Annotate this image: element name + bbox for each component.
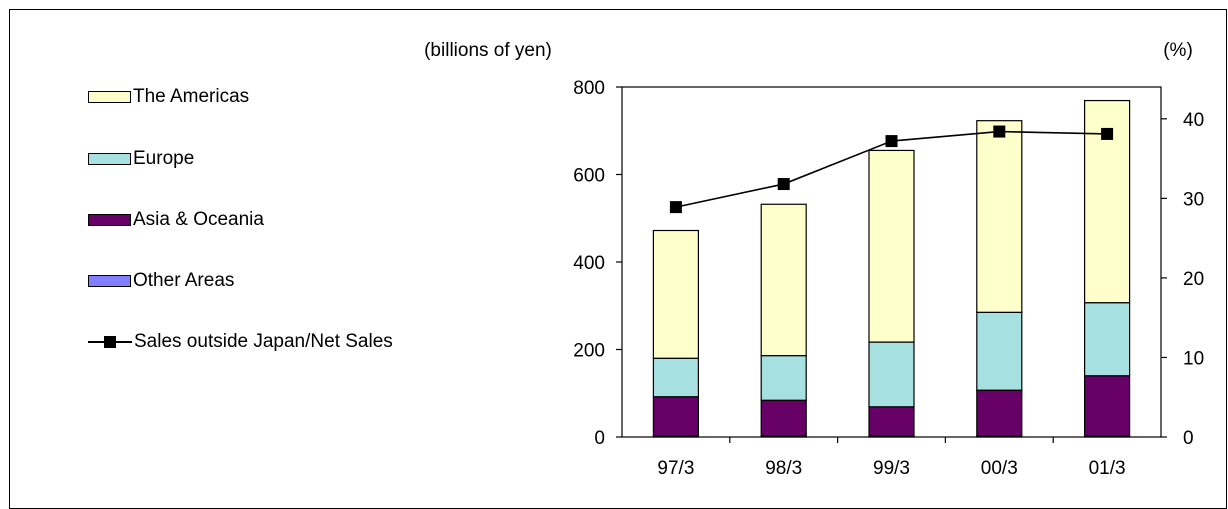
legend-label-asia-oceania: Asia & Oceania [133, 209, 264, 230]
line-point-4 [1101, 127, 1114, 140]
line-point-1 [777, 178, 790, 191]
chart: (billions of yen) (%) 0 200 400 600 800 0 10 20… [424, 40, 1204, 479]
legend-line-marker [88, 335, 132, 349]
bar-europe-4 [1083, 302, 1131, 377]
bar-the-americas-3 [976, 120, 1023, 313]
left-axis-tick-label-0: 0 [594, 428, 605, 449]
legend-label-other-areas: Other Areas [133, 270, 235, 291]
bar-the-americas-2 [868, 149, 915, 343]
legend-swatch-other-areas [88, 275, 131, 287]
legend-swatch-europe [88, 153, 131, 165]
right-axis-tick-label-3: 30 [1183, 189, 1204, 210]
bar-asia-oceania-3 [976, 389, 1023, 437]
legend-item-asia-oceania: Asia & Oceania [88, 209, 264, 231]
legend-label-americas: The Americas [133, 86, 250, 107]
line-point-2 [885, 135, 898, 148]
legend-label-europe: Europe [133, 148, 195, 169]
right-axis-tick-label-0: 0 [1183, 428, 1194, 449]
bar-asia-oceania-0 [652, 396, 700, 437]
left-axis-tick-label-4: 800 [573, 78, 605, 99]
bar-europe-3 [976, 311, 1023, 391]
bar-the-americas-0 [652, 229, 700, 359]
x-axis-label-2: 99/3 [873, 458, 910, 479]
bar-asia-oceania-4 [1083, 375, 1131, 437]
line-point-3 [993, 125, 1006, 138]
right-axis-tick-label-4: 40 [1183, 110, 1204, 131]
left-axis-tick-label-2: 400 [573, 253, 605, 274]
right-axis-label: (%) [1163, 40, 1193, 61]
legend-item-other-areas: Other Areas [88, 270, 234, 292]
right-axis-tick-label-1: 10 [1183, 348, 1204, 369]
legend-item-europe: Europe [88, 148, 194, 170]
legend-item-sales-ratio: Sales outside Japan/Net Sales [88, 331, 393, 353]
bar-asia-oceania-1 [760, 399, 807, 437]
legend-item-americas: The Americas [88, 86, 249, 108]
legend-swatch-asia-oceania [88, 214, 131, 226]
bar-asia-oceania-2 [868, 406, 915, 437]
bar-europe-0 [652, 357, 700, 398]
legend-swatch-americas [88, 91, 131, 103]
line-point-0 [669, 201, 682, 214]
legend-label-sales-ratio: Sales outside Japan/Net Sales [134, 331, 393, 352]
left-axis-tick-label-3: 600 [573, 166, 605, 187]
bar-the-americas-1 [760, 203, 807, 357]
bar-europe-2 [868, 341, 915, 408]
bar-europe-1 [760, 355, 807, 401]
left-axis-tick-label-1: 200 [573, 341, 605, 362]
x-axis-label-3: 00/3 [981, 458, 1018, 479]
right-axis-tick-label-2: 20 [1183, 269, 1204, 290]
x-axis-label-0: 97/3 [657, 458, 694, 479]
left-axis-label: (billions of yen) [424, 40, 552, 61]
x-axis-label-4: 01/3 [1089, 458, 1126, 479]
x-axis-label-1: 98/3 [765, 458, 802, 479]
